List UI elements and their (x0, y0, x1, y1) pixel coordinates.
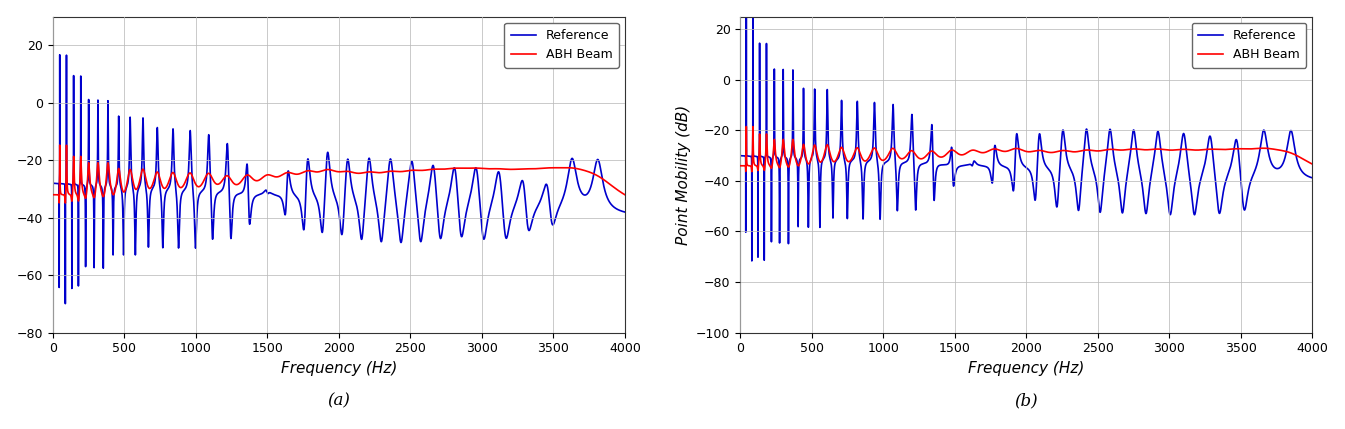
Y-axis label: Point Mobility (dB): Point Mobility (dB) (675, 105, 690, 245)
Reference (818, 151, 834, 156)
ABH Beam (338, 169, 354, 174)
Reference (744, 258, 760, 263)
Reference (75, 182, 91, 187)
Line: Reference: Reference (52, 55, 625, 304)
ABH Beam (1080, 148, 1096, 153)
Reference (738, 15, 755, 20)
Reference (44, 181, 61, 186)
ABH Beam (346, 170, 362, 175)
X-axis label: Frequency (Hz): Frequency (Hz) (968, 361, 1084, 376)
ABH Beam (763, 164, 779, 169)
ABH Beam (738, 124, 755, 129)
ABH Beam (1025, 149, 1041, 154)
Reference (733, 153, 749, 158)
ABH Beam (1033, 148, 1049, 153)
ABH Beam (51, 142, 67, 148)
X-axis label: Frequency (Hz): Frequency (Hz) (281, 361, 397, 376)
ABH Beam (44, 192, 61, 197)
Line: ABH Beam: ABH Beam (741, 127, 1313, 172)
Reference (130, 188, 147, 193)
Line: Reference: Reference (741, 18, 1313, 261)
ABH Beam (58, 200, 74, 205)
Reference (346, 194, 362, 199)
ABH Beam (1305, 162, 1321, 167)
Reference (763, 157, 779, 162)
ABH Beam (75, 190, 91, 195)
Reference (338, 173, 354, 178)
Text: (b): (b) (1014, 393, 1038, 410)
ABH Beam (733, 163, 749, 168)
ABH Beam (393, 169, 409, 174)
Text: (a): (a) (327, 393, 351, 410)
Reference (1025, 185, 1041, 190)
ABH Beam (881, 152, 897, 157)
Reference (617, 209, 633, 214)
Reference (51, 52, 67, 57)
ABH Beam (194, 183, 210, 188)
Reference (393, 240, 409, 245)
ABH Beam (818, 147, 834, 152)
Reference (1080, 138, 1096, 143)
Reference (1305, 175, 1321, 181)
Legend: Reference, ABH Beam: Reference, ABH Beam (1192, 23, 1306, 68)
Legend: Reference, ABH Beam: Reference, ABH Beam (504, 23, 619, 68)
Reference (194, 190, 210, 195)
ABH Beam (744, 169, 760, 174)
ABH Beam (130, 184, 147, 190)
Reference (1033, 145, 1049, 150)
Reference (58, 301, 74, 306)
Line: ABH Beam: ABH Beam (52, 145, 625, 203)
Reference (881, 157, 897, 163)
ABH Beam (617, 192, 633, 197)
